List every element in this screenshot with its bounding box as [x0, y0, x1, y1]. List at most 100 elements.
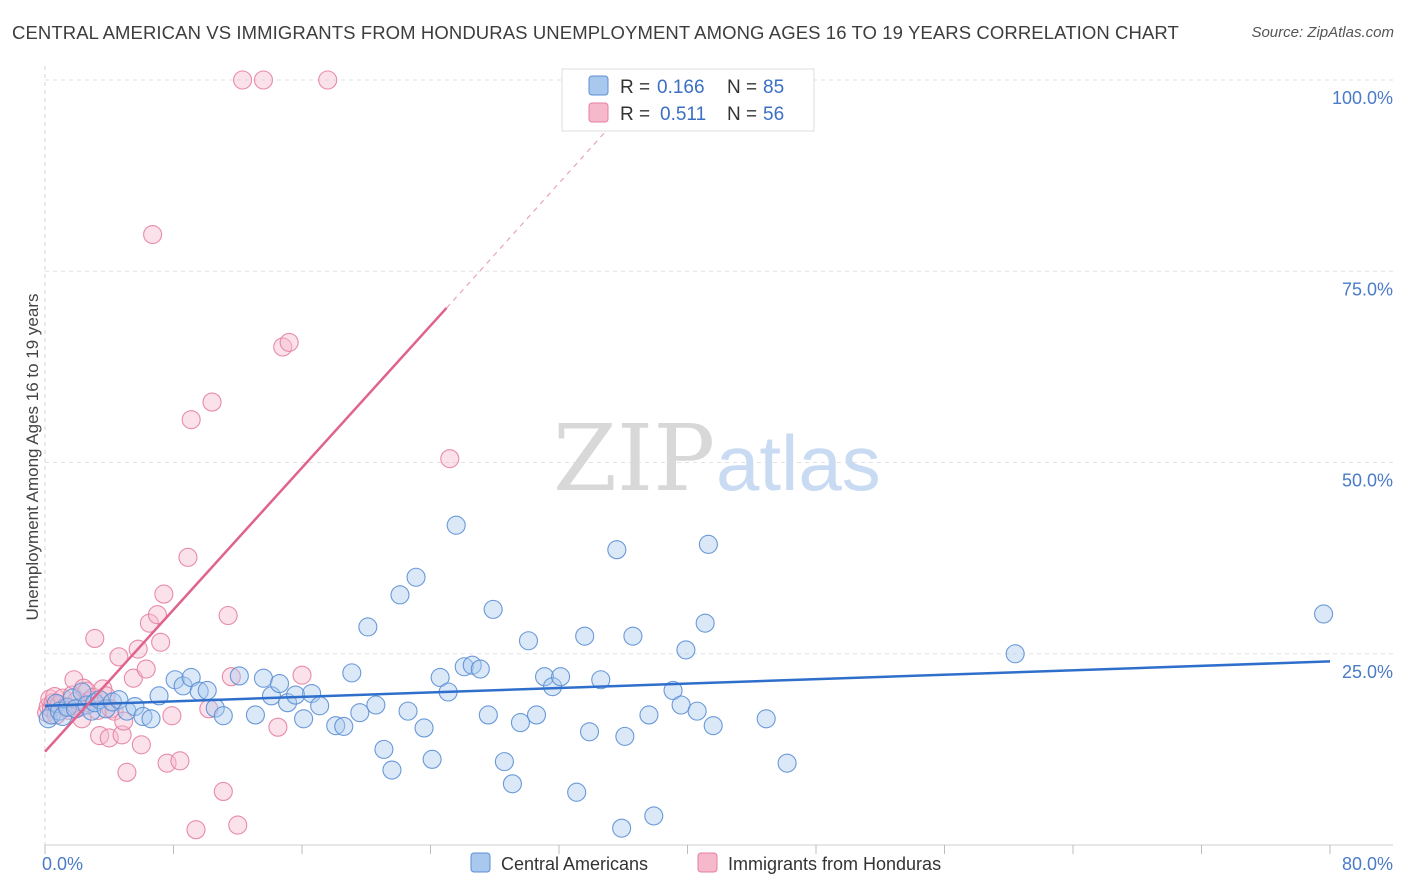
central-americans-point [446, 515, 466, 535]
honduras-immigrants-point [170, 751, 190, 771]
honduras-immigrants-point [213, 781, 233, 802]
central-americans-point [149, 686, 169, 706]
central-americans-point [579, 722, 600, 742]
central-americans-point [430, 667, 450, 688]
central-americans-point [483, 599, 503, 619]
central-americans-point [1314, 604, 1334, 624]
honduras-immigrants-point [117, 762, 137, 782]
honduras-immigrants-point [109, 647, 129, 667]
central-americans-point [543, 677, 563, 697]
honduras-immigrants-point [233, 70, 253, 90]
y-tick-label: 50.0% [1342, 471, 1393, 491]
honduras-immigrants-point [228, 815, 248, 835]
central-americans-point [478, 705, 498, 725]
y-tick-label: 75.0% [1342, 279, 1393, 299]
central-americans-point [510, 713, 531, 733]
central-americans-point [644, 806, 664, 826]
central-americans-point [350, 703, 370, 723]
central-americans-point [534, 667, 555, 687]
central-americans-point [623, 626, 643, 646]
central-americans-point [141, 709, 161, 729]
central-americans-point [518, 631, 539, 651]
honduras-immigrants-point [218, 605, 238, 626]
y-tick-label: 25.0% [1342, 662, 1393, 682]
central-americans-point [229, 666, 249, 686]
series-legend: Central Americans Immigrants from Hondur… [470, 852, 941, 874]
central-americans-point [671, 695, 691, 715]
central-americans-point [342, 663, 362, 683]
central-americans-point [245, 705, 265, 725]
honduras-immigrants-point [178, 547, 198, 567]
central-americans-point [382, 760, 402, 780]
central-americans-point [358, 617, 378, 637]
central-americans-point [698, 534, 718, 554]
central-americans-point [334, 716, 354, 736]
watermark: ZIP atlas [553, 405, 881, 512]
central-americans-point [253, 668, 274, 688]
trend-layer [44, 129, 1331, 753]
central-americans-point [502, 774, 522, 794]
central-americans-point [756, 709, 776, 729]
stats-legend-n-value-blue: 85 [763, 77, 784, 98]
central-americans-point [390, 585, 410, 605]
central-americans-point [526, 705, 547, 725]
central-americans-point [269, 674, 290, 694]
honduras-immigrants-point [143, 224, 163, 245]
stats-legend-swatch-pink [588, 102, 609, 123]
axis-layer: 25.0% 50.0% 75.0% 100.0% 0.0% 80.0% [42, 88, 1393, 874]
honduras-immigrants-point [151, 632, 171, 652]
source-label: Source: ZipAtlas.com [1251, 24, 1394, 41]
stats-legend-r-value-blue: 0.166 [657, 77, 705, 98]
honduras-immigrants-point [440, 449, 460, 469]
series-legend-swatch-central-americans [470, 852, 491, 873]
honduras-immigrants-point [131, 735, 151, 755]
honduras-immigrants-point [147, 605, 167, 625]
honduras-immigrants-point [221, 667, 241, 687]
stats-legend-n-label-blue: N = [727, 77, 757, 98]
stats-legend: R = 0.166 N = 85 R = 0.511 N = 56 [561, 68, 815, 132]
central-americans-point [687, 701, 707, 721]
central-americans-point [615, 726, 635, 746]
central-americans-point [676, 640, 696, 660]
stats-legend-n-label-pink: N = [727, 104, 757, 125]
central-americans-point [494, 752, 514, 772]
central-americans-point [326, 716, 346, 736]
central-americans-point [310, 696, 330, 716]
honduras-immigrants-point [186, 820, 206, 840]
honduras-immigrants-trend-line [44, 307, 448, 753]
central-americans-point [454, 657, 474, 677]
watermark-atlas: atlas [716, 419, 881, 507]
central-americans-point [398, 701, 418, 721]
chart-title: CENTRAL AMERICAN VS IMMIGRANTS FROM HOND… [12, 22, 1179, 43]
central-americans-point [695, 613, 715, 633]
central-americans-point [639, 705, 659, 725]
central-americans-point [294, 709, 314, 729]
honduras-immigrants-trend-extension [446, 129, 608, 309]
y-tick-label: 100.0% [1332, 88, 1393, 108]
central-americans-point [703, 716, 723, 736]
central-americans-point [213, 706, 233, 726]
central-americans-point [567, 782, 587, 802]
points-layer [37, 70, 1334, 840]
honduras-immigrants-point [202, 392, 222, 412]
central-americans-point [1005, 644, 1025, 664]
honduras-immigrants-point [123, 668, 143, 688]
stats-legend-r-label-pink: R = [620, 104, 650, 125]
central-americans-point [366, 695, 386, 715]
stats-legend-r-value-pink: 0.511 [660, 104, 706, 125]
honduras-immigrants-point [154, 584, 174, 604]
watermark-zip: ZIP [553, 405, 715, 512]
honduras-immigrants-point [112, 725, 132, 745]
y-axis-label: Unemployment Among Ages 16 to 19 years [23, 294, 42, 621]
x-tick-label: 80.0% [1342, 854, 1393, 874]
central-americans-point [422, 749, 442, 769]
series-legend-swatch-immigrants-from-honduras [697, 852, 718, 873]
honduras-immigrants-point [162, 706, 182, 726]
central-americans-point [777, 753, 797, 773]
central-americans-point [286, 685, 306, 705]
central-americans-point [663, 680, 683, 701]
central-americans-point [575, 626, 595, 646]
honduras-immigrants-point [268, 717, 288, 737]
central-americans-trend-line [44, 660, 1331, 708]
